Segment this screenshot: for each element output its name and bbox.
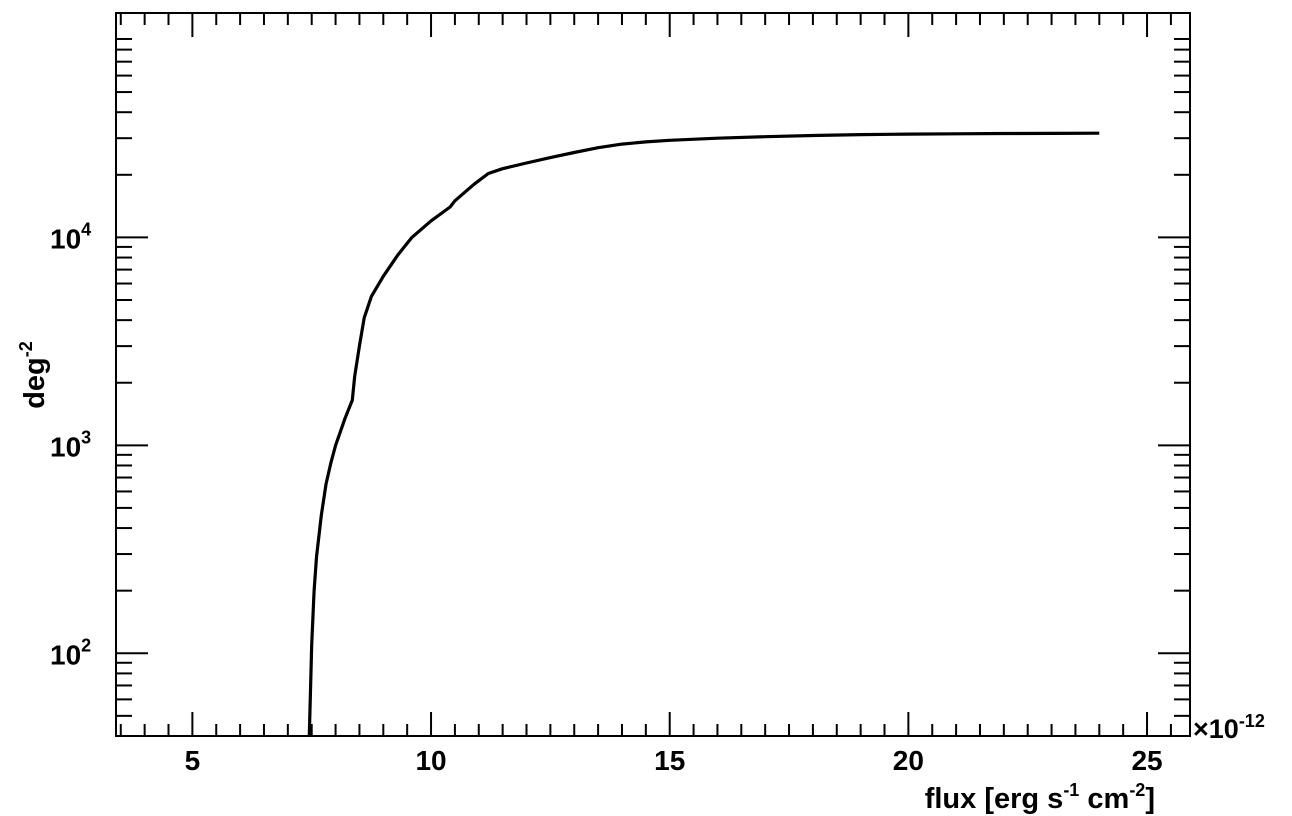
x-axis-tick-labels: 5 10 15 20 25 [185,745,1163,776]
y-axis-ticks [116,37,1190,737]
y-tick-label: 104 [50,219,91,254]
y-axis-tick-labels: 102 103 104 [50,219,91,670]
x-axis-title: flux [erg s-1 cm-2] [925,780,1155,815]
plot-frame [115,12,1191,737]
x-tick-label: 10 [415,745,446,776]
x-tick-label: 20 [893,745,924,776]
x-tick-label: 15 [654,745,685,776]
x-tick-label: 25 [1131,745,1162,776]
x-tick-label: 5 [185,745,201,776]
x-axis-multiplier: ×10-12 [1193,711,1265,744]
series-line [307,131,1100,737]
series-group [307,131,1100,737]
x-axis-ticks [119,13,1172,736]
y-axis-title: deg-2 [16,341,51,409]
y-tick-label: 102 [50,635,91,670]
y-tick-label: 103 [50,427,91,462]
